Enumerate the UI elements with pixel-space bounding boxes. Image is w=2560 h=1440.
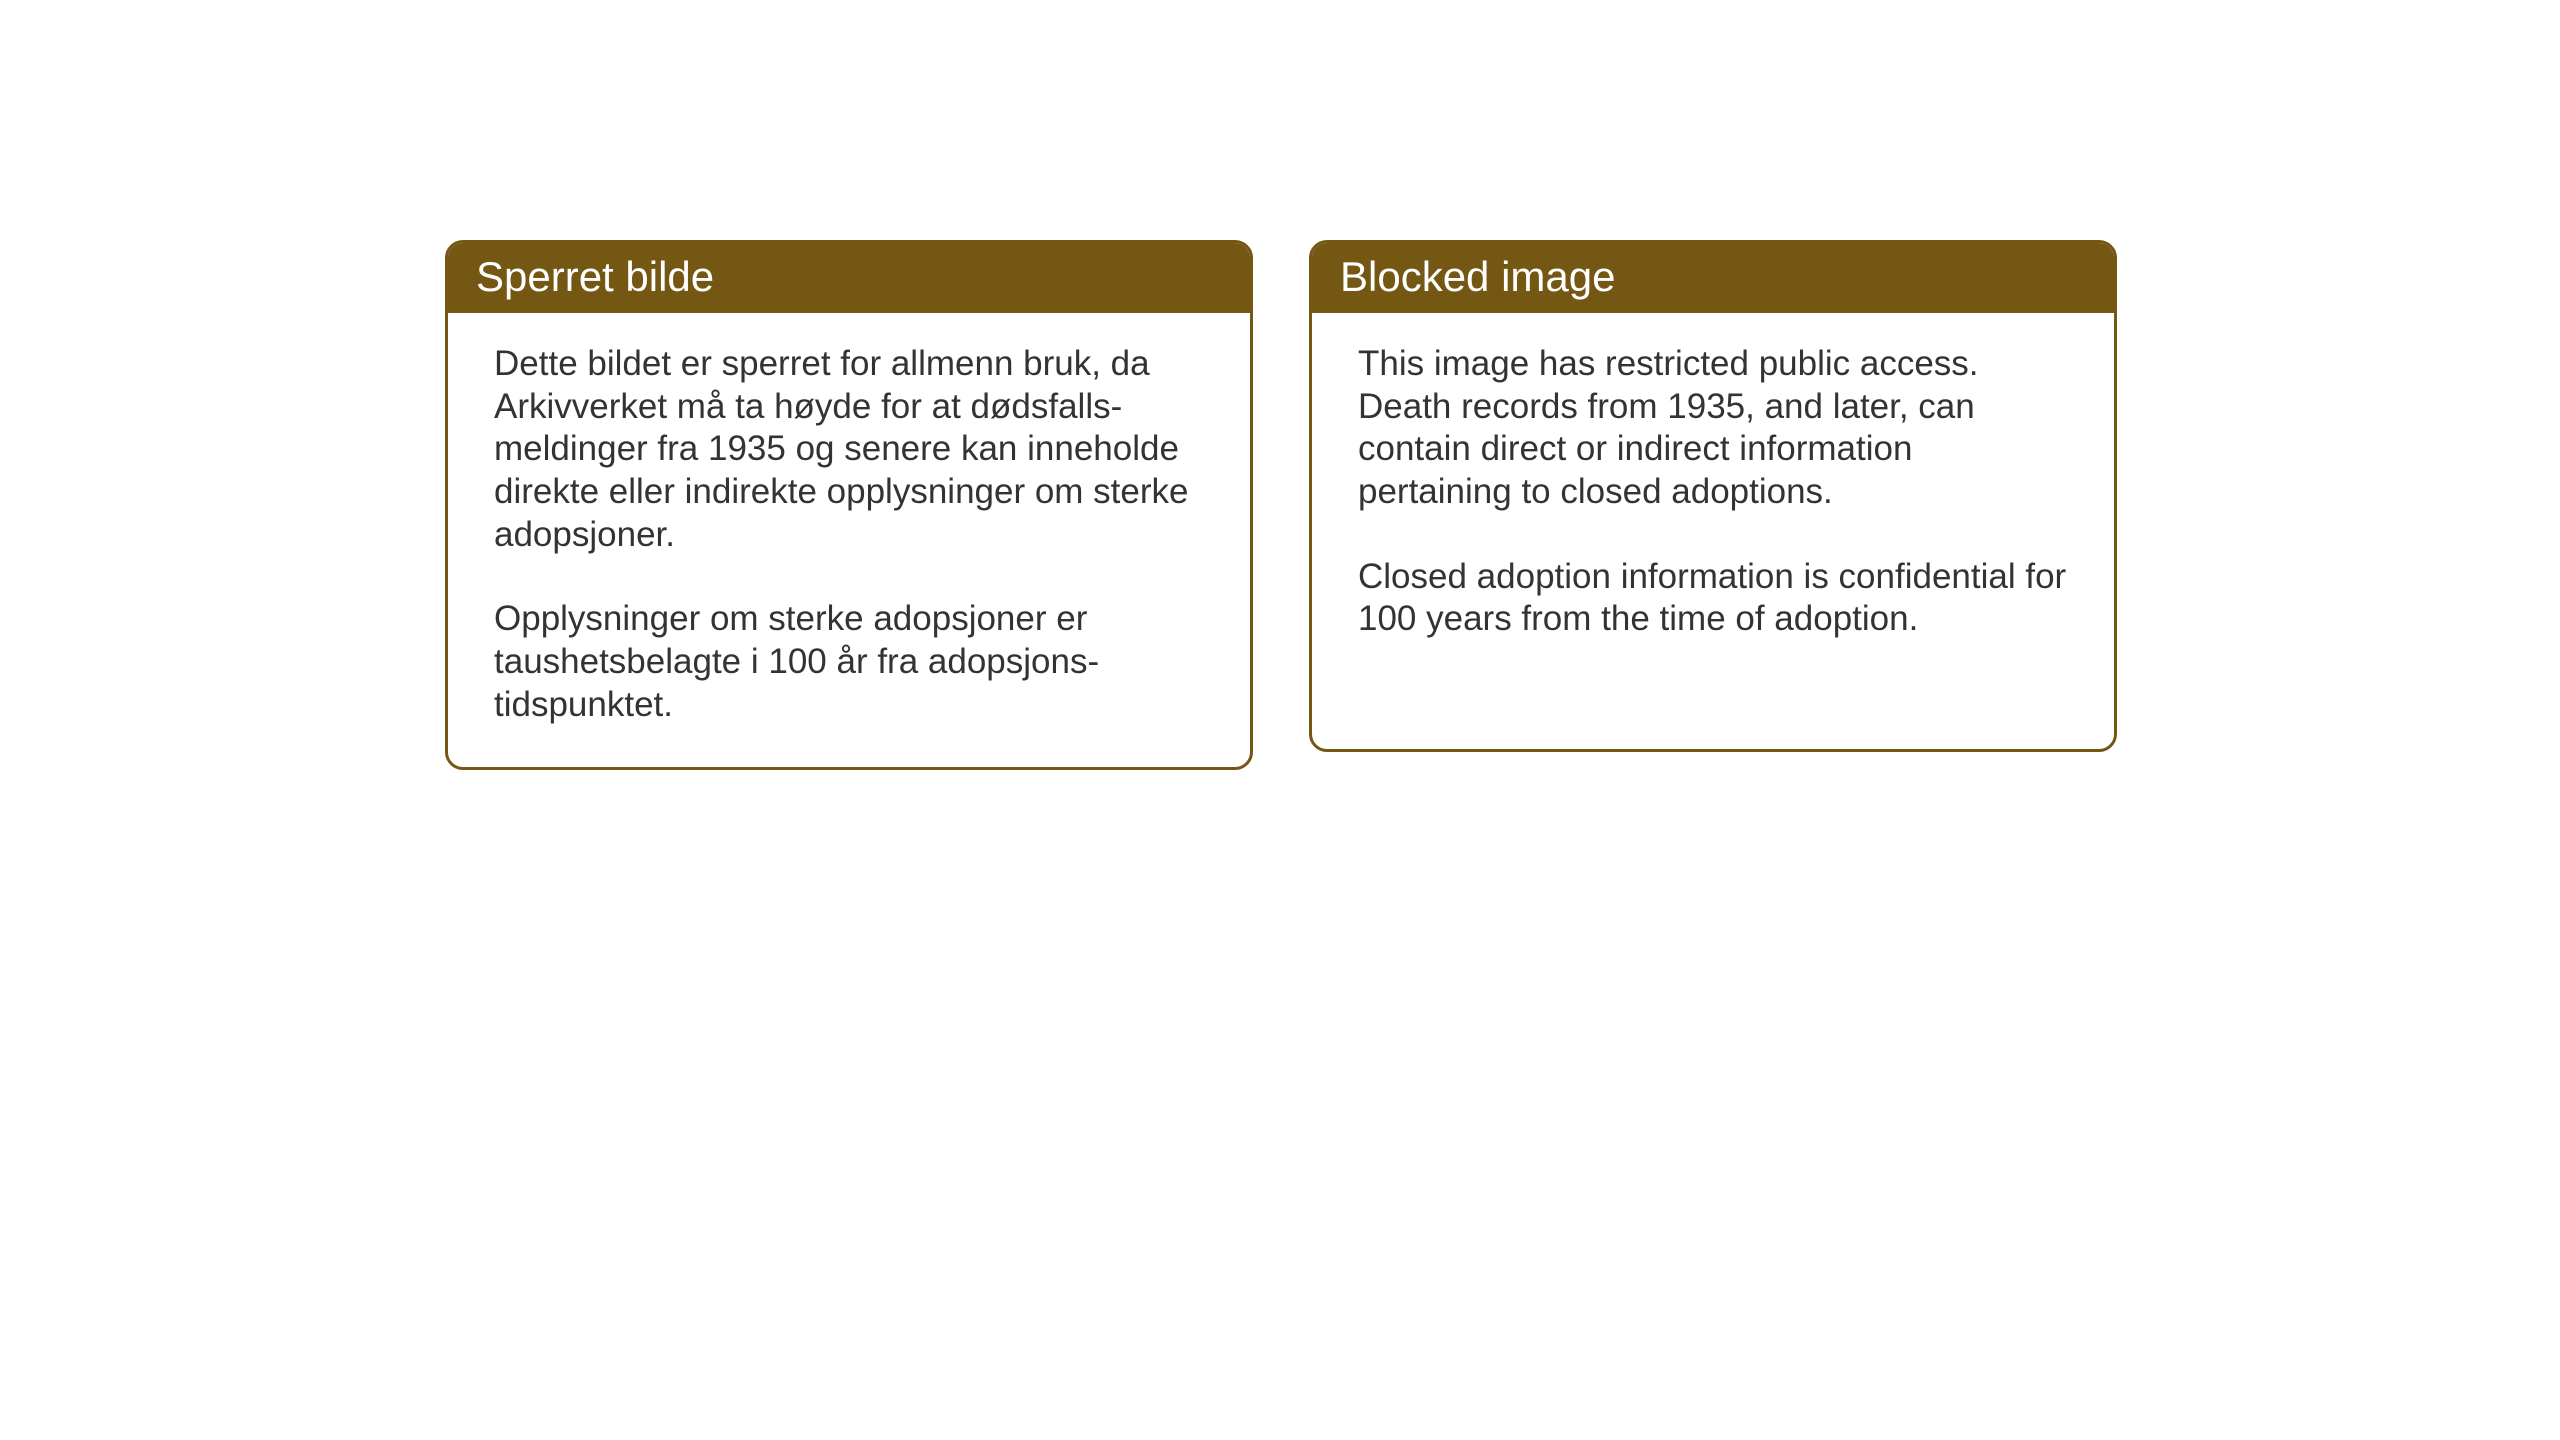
card-norwegian-body: Dette bildet er sperret for allmenn bruk…	[448, 313, 1250, 767]
card-english-title: Blocked image	[1340, 253, 1615, 300]
card-norwegian-title: Sperret bilde	[476, 253, 714, 300]
card-norwegian: Sperret bilde Dette bildet er sperret fo…	[445, 240, 1253, 770]
card-english: Blocked image This image has restricted …	[1309, 240, 2117, 752]
card-norwegian-para1: Dette bildet er sperret for allmenn bruk…	[494, 343, 1204, 556]
cards-container: Sperret bilde Dette bildet er sperret fo…	[445, 240, 2117, 770]
card-english-para2: Closed adoption information is confident…	[1358, 556, 2068, 641]
card-norwegian-header: Sperret bilde	[448, 243, 1250, 313]
card-english-para1: This image has restricted public access.…	[1358, 343, 2068, 514]
card-english-body: This image has restricted public access.…	[1312, 313, 2114, 681]
card-english-header: Blocked image	[1312, 243, 2114, 313]
card-norwegian-para2: Opplysninger om sterke adopsjoner er tau…	[494, 598, 1204, 726]
